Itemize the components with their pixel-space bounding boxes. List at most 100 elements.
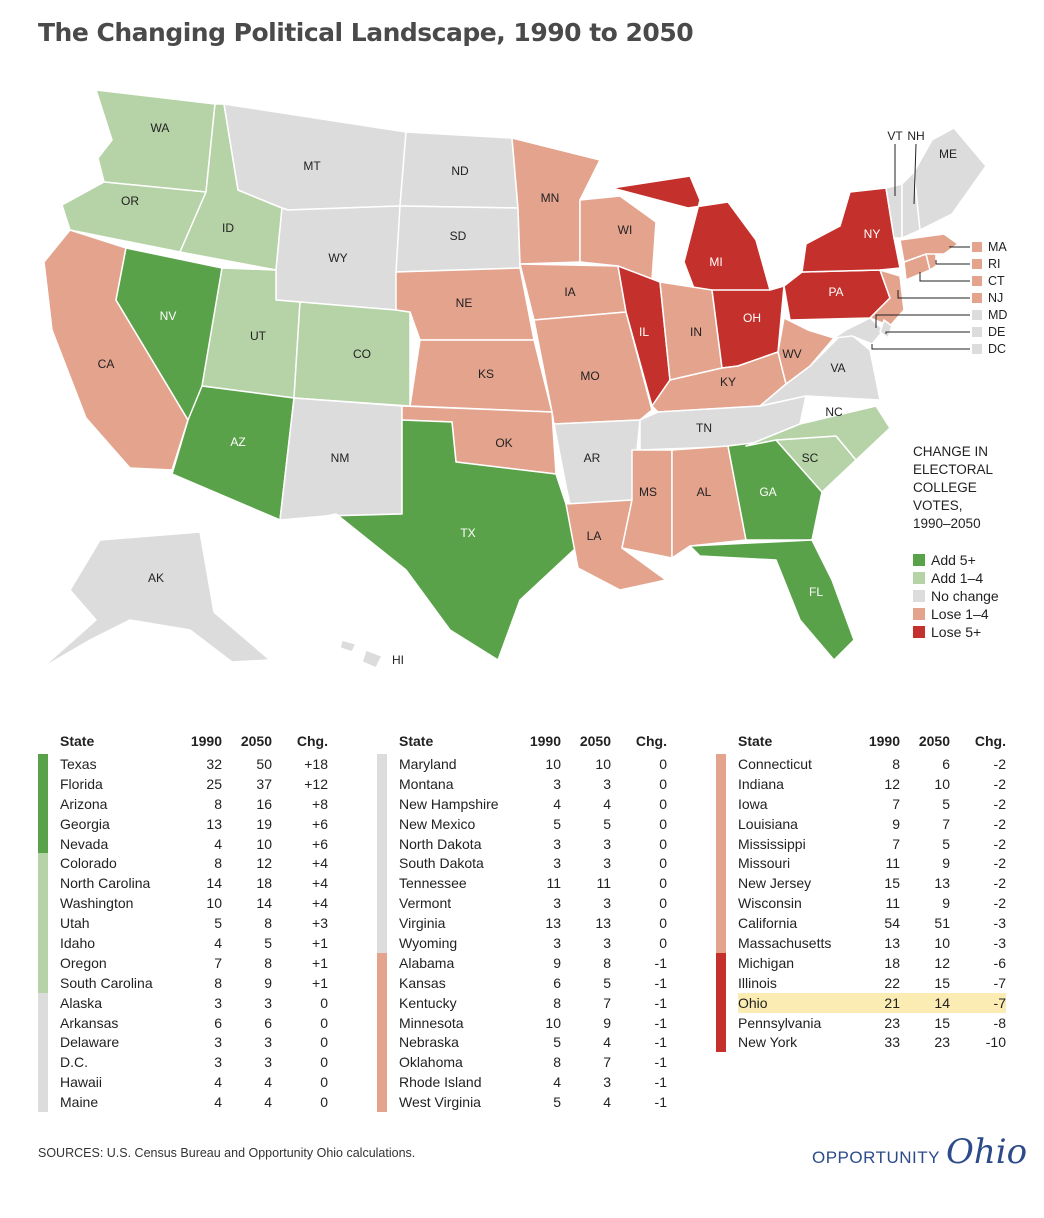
table-cell: +6 (312, 815, 328, 832)
table-cell: 15 (884, 875, 900, 892)
table-row: Kansas 6 5 -1 (377, 972, 667, 993)
table-cell: 0 (659, 895, 667, 912)
table-row: Iowa 7 5 -2 (716, 793, 1006, 814)
table-cell: Oklahoma (399, 1054, 463, 1071)
table-row: Ohio 21 14 -7 (716, 992, 1006, 1013)
table-cell: 15 (934, 1014, 950, 1031)
table-cell: Minnesota (399, 1014, 464, 1031)
table-row: California 54 51 -3 (716, 913, 1006, 934)
table-cell: 13 (595, 915, 611, 932)
category-bar (38, 773, 48, 794)
table-cell: 7 (892, 835, 900, 852)
category-bar (38, 793, 48, 814)
votes-table-2: State 1990 2050 Chg. Maryland 10 10 0 Montana 3 3 0… (377, 728, 667, 1113)
legend-swatch (913, 572, 925, 584)
table-cell: Colorado (60, 855, 117, 872)
callout-line-nh (913, 143, 917, 205)
table-cell: New York (738, 1034, 798, 1051)
legend-label: Lose 5+ (931, 624, 982, 640)
category-bar (377, 1052, 387, 1073)
state-label-ut: UT (250, 329, 267, 343)
table-cell: -2 (993, 795, 1006, 812)
table-cell: 11 (885, 855, 900, 872)
table-row: Michigan 18 12 -6 (716, 952, 1006, 973)
table-row: New Mexico 5 5 0 (377, 813, 667, 834)
table-cell: Pennsylvania (738, 1014, 822, 1031)
table-cell: 23 (884, 1014, 900, 1031)
table-cell: 5 (553, 1034, 561, 1051)
category-bar (377, 913, 387, 934)
table-cell: 5 (942, 795, 950, 812)
table-cell: 11 (885, 895, 900, 912)
callout-line-de (885, 331, 970, 334)
state-label-hi: HI (392, 653, 404, 667)
table-cell: 0 (320, 1014, 328, 1031)
table-header-cell: 2050 (579, 733, 611, 749)
legend-item: Lose 5+ (913, 623, 999, 641)
callout-label-ri: RI (988, 257, 1001, 271)
category-bar (716, 754, 726, 774)
state-tx (325, 419, 579, 661)
state-label-wa: WA (151, 121, 170, 135)
table-row: North Carolina 14 18 +4 (38, 873, 328, 894)
category-bar (377, 893, 387, 914)
table-row: Hawaii 4 4 0 (38, 1072, 328, 1093)
table-cell: 0 (320, 1094, 328, 1111)
table-row: South Carolina 8 9 +1 (38, 972, 328, 993)
callout-label-ct: CT (988, 274, 1005, 288)
state-label-in: IN (690, 325, 702, 339)
table-cell: 12 (256, 855, 272, 872)
state-label-nm: NM (331, 451, 350, 465)
table-cell: Georgia (60, 815, 110, 832)
table-cell: 3 (553, 835, 561, 852)
table-row: Washington 10 14 +4 (38, 893, 328, 914)
table-cell: 12 (934, 954, 950, 971)
category-bar (38, 972, 48, 993)
table-header-cell: State (60, 733, 95, 749)
table-cell: 13 (934, 875, 950, 892)
legend-label: No change (931, 588, 999, 604)
category-bar (377, 1092, 387, 1113)
table-cell: New Jersey (738, 875, 812, 892)
table-row: Florida 25 37 +12 (38, 773, 328, 794)
table-cell: Maine (60, 1094, 99, 1111)
table-cell: 11 (546, 875, 561, 892)
table-cell: 3 (264, 1034, 272, 1051)
table-cell: 3 (264, 1054, 272, 1071)
table-cell: 0 (659, 835, 667, 852)
table-cell: 3 (264, 994, 272, 1011)
table-cell: +12 (304, 775, 328, 792)
category-bar (716, 893, 726, 914)
table-cell: 13 (545, 915, 561, 932)
brand-word-2: Ohio (945, 1132, 1028, 1172)
table-cell: 8 (553, 1054, 561, 1071)
legend-label: Lose 1–4 (931, 606, 989, 622)
category-bar (38, 813, 48, 834)
table-header: State 1990 2050 Chg. (60, 728, 328, 754)
state-label-ne: NE (456, 296, 473, 310)
table-cell: +4 (312, 895, 328, 912)
table-cell: 8 (603, 954, 611, 971)
state-label-ok: OK (495, 436, 512, 450)
table-cell: 3 (214, 1054, 222, 1071)
table-cell: 51 (934, 915, 950, 932)
state-label-ar: AR (584, 451, 601, 465)
state-label-ky: KY (720, 375, 736, 389)
table-cell: Michigan (738, 954, 795, 971)
table-cell: Maryland (399, 755, 457, 772)
northeast-callouts: MA RI CT NJ MD DE DC (988, 239, 1007, 358)
state-label-sc: SC (802, 451, 819, 465)
table-cell: Alabama (399, 954, 455, 971)
table-cell: -10 (985, 1034, 1006, 1051)
table-cell: -2 (993, 895, 1006, 912)
table-cell: 5 (942, 835, 950, 852)
table-cell: Utah (60, 915, 90, 932)
table-cell: Connecticut (738, 755, 812, 772)
table-cell: 8 (214, 795, 222, 812)
table-cell: North Dakota (399, 835, 482, 852)
table-row: North Dakota 3 3 0 (377, 833, 667, 854)
table-cell: 6 (942, 755, 950, 772)
category-bar (38, 873, 48, 894)
table-cell: Ohio (738, 994, 768, 1011)
category-bar (716, 833, 726, 854)
